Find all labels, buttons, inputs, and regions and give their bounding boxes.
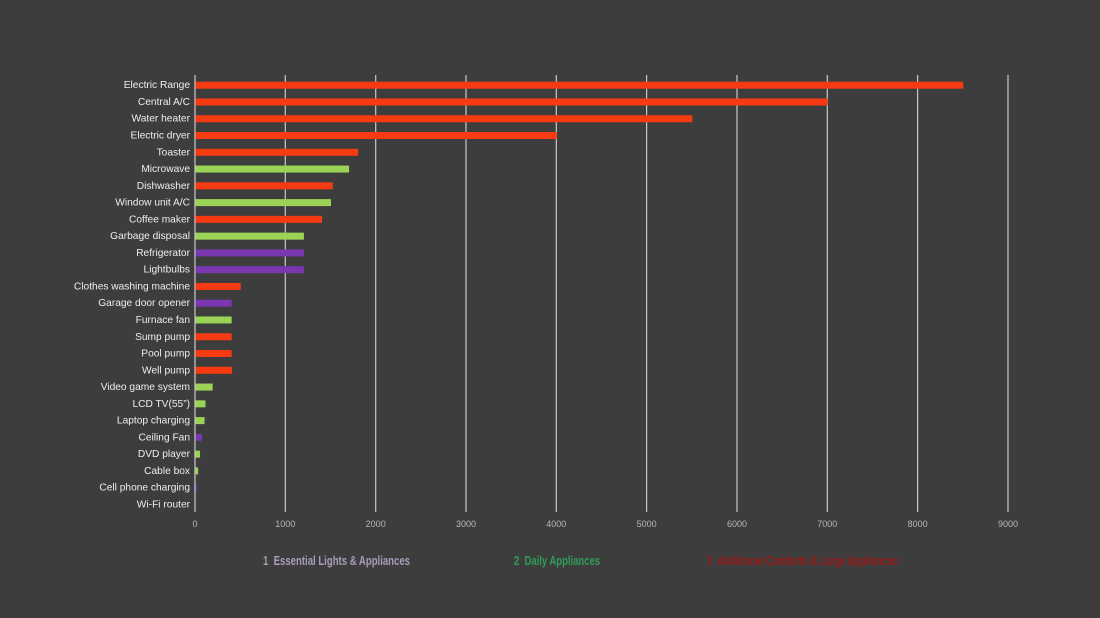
- svg-text:Coffee maker: Coffee maker: [129, 214, 191, 225]
- svg-text:8000: 8000: [908, 519, 928, 529]
- svg-text:Wi-Fi router: Wi-Fi router: [137, 499, 191, 510]
- svg-text:Well pump: Well pump: [142, 365, 190, 376]
- svg-text:Laptop charging: Laptop charging: [117, 416, 190, 427]
- svg-text:5000: 5000: [637, 519, 657, 529]
- svg-text:Lightbulbs: Lightbulbs: [144, 265, 190, 276]
- svg-text:3000: 3000: [456, 519, 476, 529]
- svg-text:Dishwasher: Dishwasher: [137, 181, 191, 192]
- svg-text:LCD TV(55”): LCD TV(55”): [132, 399, 190, 410]
- svg-text:3 Additional Comforts & Large: 3 Additional Comforts & Large Appliances: [707, 554, 898, 568]
- svg-text:Electric dryer: Electric dryer: [131, 131, 191, 142]
- svg-text:0: 0: [192, 519, 197, 529]
- svg-text:9000: 9000: [998, 519, 1018, 529]
- svg-text:1000: 1000: [275, 519, 295, 529]
- svg-text:Sump pump: Sump pump: [135, 332, 190, 343]
- svg-text:Furnace fan: Furnace fan: [136, 315, 190, 326]
- svg-text:Microwave: Microwave: [141, 164, 190, 175]
- svg-text:Pool pump: Pool pump: [141, 349, 190, 360]
- svg-text:Window unit A/C: Window unit A/C: [115, 198, 190, 209]
- svg-text:Water heater: Water heater: [131, 114, 190, 125]
- svg-text:Electric Range: Electric Range: [124, 80, 191, 91]
- svg-text:Video game system: Video game system: [101, 382, 190, 393]
- svg-text:DVD player: DVD player: [138, 449, 191, 460]
- svg-text:Refrigerator: Refrigerator: [136, 248, 190, 259]
- svg-text:Cable box: Cable box: [144, 466, 190, 477]
- svg-text:Ceiling Fan: Ceiling Fan: [138, 432, 190, 443]
- svg-text:2000: 2000: [366, 519, 386, 529]
- svg-text:Cell phone charging: Cell phone charging: [99, 483, 190, 494]
- svg-text:1 Essential Lights & Applianc: 1 Essential Lights & Appliances: [263, 554, 410, 568]
- svg-text:Garbage disposal: Garbage disposal: [110, 231, 190, 242]
- svg-text:Central A/C: Central A/C: [138, 97, 190, 108]
- svg-text:6000: 6000: [727, 519, 747, 529]
- svg-text:2 Daily Appliances: 2 Daily Appliances: [514, 554, 600, 568]
- svg-text:Clothes washing machine: Clothes washing machine: [74, 281, 190, 292]
- svg-text:Garage door opener: Garage door opener: [98, 298, 190, 309]
- svg-text:4000: 4000: [546, 519, 566, 529]
- svg-text:7000: 7000: [817, 519, 837, 529]
- svg-text:Toaster: Toaster: [157, 147, 191, 158]
